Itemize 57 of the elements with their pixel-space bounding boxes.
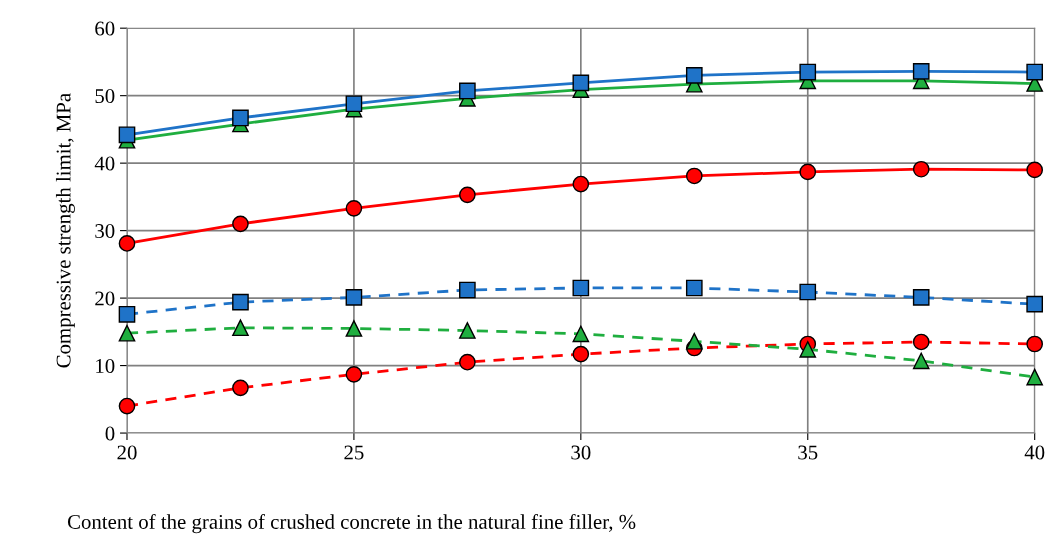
point — [118, 397, 136, 415]
point — [799, 283, 817, 301]
point — [572, 325, 590, 343]
point — [118, 324, 136, 342]
point — [118, 235, 136, 252]
x-tick-label: 40 — [1024, 445, 1045, 460]
point — [685, 279, 703, 297]
point — [685, 332, 703, 350]
point — [232, 215, 249, 233]
point — [1026, 295, 1044, 313]
y-axis-title: Compressive strength limit, MPa — [55, 93, 75, 368]
point — [685, 167, 703, 185]
point — [799, 341, 817, 358]
point — [572, 279, 590, 297]
x-tick-label: 20 — [117, 445, 137, 460]
point — [345, 366, 363, 383]
point — [912, 289, 930, 306]
point — [118, 126, 136, 144]
point — [345, 289, 363, 306]
point — [232, 293, 249, 311]
point — [912, 333, 930, 351]
point — [799, 63, 817, 81]
point — [572, 175, 590, 193]
point — [685, 67, 703, 84]
y-tick-label: 40 — [94, 156, 115, 171]
y-tick-label: 10 — [96, 358, 115, 374]
point — [912, 352, 930, 370]
y-tick-label: 60 — [95, 21, 115, 36]
point — [1026, 63, 1044, 81]
point — [232, 379, 249, 397]
point — [459, 322, 476, 339]
point — [459, 82, 476, 100]
point — [459, 353, 476, 371]
point — [459, 186, 476, 204]
point — [912, 63, 930, 80]
y-tick-label: 30 — [95, 224, 115, 239]
y-tick-label: 20 — [95, 291, 115, 306]
x-tick-label: 25 — [344, 445, 364, 460]
x-tick-label: 30 — [571, 445, 591, 460]
y-tick-label: 50 — [95, 89, 115, 104]
point — [345, 95, 363, 113]
point — [572, 74, 590, 92]
point — [799, 163, 817, 181]
point — [572, 345, 590, 363]
point — [232, 109, 249, 127]
point — [1026, 335, 1044, 353]
point — [345, 200, 363, 217]
point — [232, 319, 249, 337]
point — [345, 320, 363, 337]
point — [1026, 161, 1044, 179]
point — [118, 305, 136, 323]
point — [912, 160, 930, 178]
x-axis-title: Content of the grains of crushed concrete in the natural fine filler, % — [67, 514, 636, 534]
y-tick-label: 0 — [105, 426, 115, 441]
point — [1026, 368, 1044, 386]
point — [459, 281, 476, 299]
x-tick-label: 35 — [798, 445, 818, 460]
